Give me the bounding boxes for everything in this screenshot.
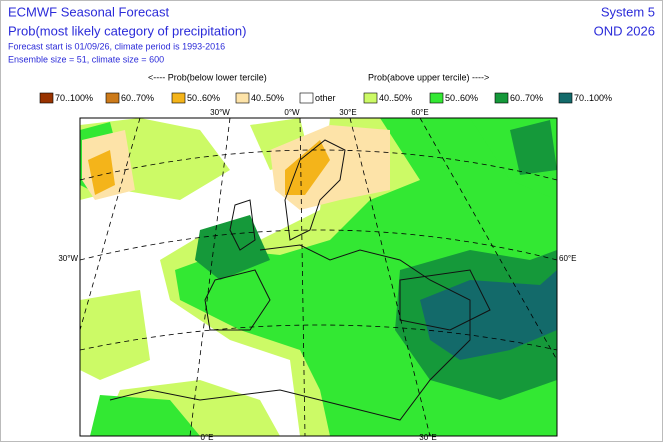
legend-label: 40..50% (251, 93, 284, 103)
subtitle: Prob(most likely category of precipitati… (8, 23, 246, 38)
lon-label: 0°E (201, 433, 214, 442)
lon-label: 30°W (210, 108, 230, 117)
legend-label: 60..70% (121, 93, 154, 103)
map-frame (79, 117, 558, 437)
legend-label: 50..60% (187, 93, 220, 103)
legend-swatch (39, 92, 54, 104)
coastline (109, 139, 491, 421)
period: OND 2026 (594, 23, 655, 38)
legend-label: 70..100% (55, 93, 93, 103)
map (80, 118, 557, 436)
info: Ensemble size = 51, climate size = 600 (8, 54, 164, 64)
legend-swatch (429, 92, 444, 104)
legend: 70..100% 60..70% 50..60% 40..50% other 40..50… (39, 92, 612, 104)
legend-swatch (171, 92, 186, 104)
lon-label: 30°E (339, 108, 356, 117)
legend-swatch (558, 92, 573, 104)
legend-label: 60..70% (510, 93, 543, 103)
lon-label: 0°W (284, 108, 300, 117)
title: ECMWF Seasonal Forecast (8, 4, 169, 19)
legend-label: 40..50% (379, 93, 412, 103)
legend-swatch (363, 92, 378, 104)
prob-area (88, 140, 330, 195)
graticule (80, 118, 557, 436)
info: Forecast start is 01/09/26, climate peri… (8, 41, 225, 51)
legend-label: 50..60% (445, 93, 478, 103)
lon-label: 30°E (419, 433, 436, 442)
system: System 5 (601, 4, 655, 19)
legend-swatch (299, 92, 314, 104)
lon-label: 60°E (559, 254, 576, 263)
legend-heading: <---- Prob(below lower tercile) (148, 72, 267, 82)
legend-label: 70..100% (574, 93, 612, 103)
legend-heading: Prob(above upper tercile) ----> (368, 72, 489, 82)
legend-swatch (494, 92, 509, 104)
lon-label: 60°E (411, 108, 428, 117)
legend-swatch (105, 92, 120, 104)
legend-swatch (235, 92, 250, 104)
lon-label: 30°W (58, 254, 78, 263)
legend-label: other (315, 93, 336, 103)
